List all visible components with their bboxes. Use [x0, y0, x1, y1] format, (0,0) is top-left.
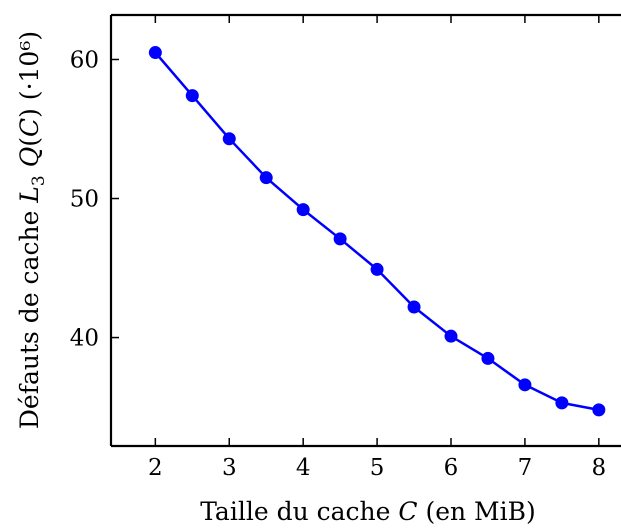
y-axis-title-part: (	[15, 137, 44, 147]
data-point	[370, 262, 384, 276]
x-tick-label: 3	[222, 455, 237, 481]
data-point	[148, 46, 162, 60]
data-point	[444, 329, 458, 343]
plot-frame	[109, 13, 621, 448]
x-tick-label: 8	[592, 455, 607, 481]
data-point	[222, 132, 236, 146]
y-axis-title-part	[15, 167, 44, 175]
data-point	[296, 203, 310, 217]
x-tick-label: 4	[296, 455, 311, 481]
data-point	[518, 378, 532, 392]
data-point	[592, 403, 606, 417]
data-point	[407, 300, 421, 314]
y-axis-title-part: Défauts de cache	[15, 203, 44, 429]
y-axis-title-part: L	[15, 186, 44, 204]
y-tick-label: 60	[70, 47, 99, 73]
y-axis-title-part: C	[15, 118, 44, 137]
x-axis-title-part: C	[398, 497, 417, 526]
y-axis-title: Défauts de cache L3 Q(C) (·10⁶)	[15, 31, 49, 429]
data-point	[259, 171, 273, 185]
x-ticks: 2 3 4 5 6 7 8	[148, 15, 606, 481]
data-point	[555, 396, 569, 410]
y-axis-title-part: Q	[15, 147, 44, 168]
y-axis-title-part: 3	[29, 175, 49, 186]
y-axis-title-part: ) (·10⁶)	[15, 31, 44, 118]
x-tick-label: 7	[518, 455, 533, 481]
y-tick-label: 40	[70, 326, 99, 352]
y-tick-label: 50	[70, 187, 99, 213]
y-ticks: 40 50 60	[70, 47, 119, 352]
x-axis-title-part: (en MiB)	[418, 497, 536, 526]
x-axis-title-part: Taille du cache	[200, 497, 398, 526]
x-tick-label: 5	[370, 455, 385, 481]
series-line	[154, 51, 600, 412]
series-layer	[148, 46, 606, 417]
x-axis-title: Taille du cache C (en MiB)	[200, 497, 536, 526]
data-point	[185, 89, 199, 103]
data-point	[333, 232, 347, 246]
x-tick-label: 6	[444, 455, 459, 481]
x-tick-label: 2	[148, 455, 163, 481]
data-point	[481, 351, 495, 365]
